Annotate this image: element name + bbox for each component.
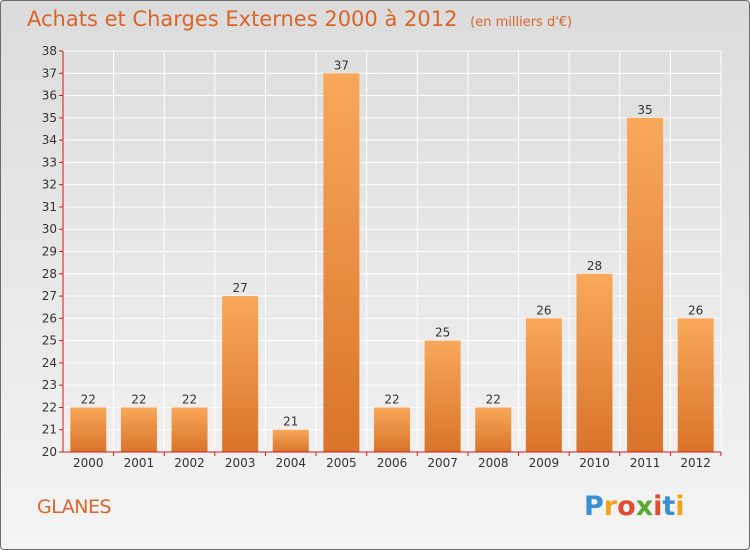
y-tick-label: 30 xyxy=(42,222,57,236)
y-tick-label: 24 xyxy=(42,356,57,370)
bar xyxy=(222,296,259,452)
data-label: 22 xyxy=(81,392,96,406)
proxiti-logo: Proxiti xyxy=(584,491,685,522)
bar xyxy=(627,117,664,452)
y-tick-label: 23 xyxy=(42,378,57,392)
logo-letter: r xyxy=(603,491,618,522)
logo-letter: o xyxy=(617,491,636,522)
x-tick-label: 2009 xyxy=(529,456,560,470)
title-text: Achats et Charges Externes 2000 à 2012 xyxy=(27,7,458,31)
data-label: 22 xyxy=(384,392,399,406)
bar xyxy=(576,273,613,452)
bar xyxy=(374,407,410,452)
y-tick-label: 29 xyxy=(42,245,57,259)
x-tick-label: 2007 xyxy=(427,456,458,470)
bar xyxy=(424,340,461,452)
bar xyxy=(323,73,360,453)
labels: 20 21 22 23 24 25 26 27 28 29 30 31 32 33 34 35 36 37 38 22… xyxy=(42,44,711,470)
y-tick-label: 36 xyxy=(42,89,57,103)
x-tick-label: 2011 xyxy=(630,456,661,470)
bar xyxy=(70,407,107,452)
x-tick-label: 2000 xyxy=(73,456,104,470)
logo-letter: i xyxy=(653,491,663,522)
y-tick-label: 27 xyxy=(42,289,57,303)
y-tick-label: 31 xyxy=(42,200,57,214)
data-label: 22 xyxy=(486,392,501,406)
bar xyxy=(677,318,714,452)
logo-letter: t xyxy=(662,491,676,522)
logo-letter: i xyxy=(675,491,685,522)
x-tick-label: 2006 xyxy=(377,456,408,470)
x-tick-label: 2003 xyxy=(225,456,256,470)
x-tick-label: 2010 xyxy=(579,456,610,470)
y-tick-label: 21 xyxy=(42,423,57,437)
bar xyxy=(171,407,208,452)
y-tick-label: 26 xyxy=(42,311,57,325)
y-tick-label: 32 xyxy=(42,178,57,192)
chart-title: Achats et Charges Externes 2000 à 2012 (… xyxy=(27,7,572,31)
y-tick-label: 38 xyxy=(42,44,57,58)
data-label: 21 xyxy=(283,415,298,429)
x-tick-label: 2008 xyxy=(478,456,509,470)
bar xyxy=(272,429,309,452)
bars xyxy=(70,73,714,453)
y-tick-label: 35 xyxy=(42,111,57,125)
y-tick-label: 25 xyxy=(42,334,57,348)
y-tick-label: 22 xyxy=(42,400,57,414)
data-label: 26 xyxy=(688,303,703,317)
place-name: GLANES xyxy=(37,496,112,518)
bar xyxy=(475,407,512,452)
data-label: 28 xyxy=(587,259,602,273)
bar xyxy=(525,318,562,452)
data-label: 22 xyxy=(182,392,197,406)
y-tick-label: 37 xyxy=(42,66,57,80)
y-tick-label: 34 xyxy=(42,133,57,147)
y-tick-label: 28 xyxy=(42,267,57,281)
x-tick-label: 2001 xyxy=(124,456,155,470)
data-label: 26 xyxy=(536,303,551,317)
x-tick-label: 2004 xyxy=(275,456,306,470)
logo-letter: x xyxy=(635,491,654,522)
bar xyxy=(120,407,157,452)
data-label: 25 xyxy=(435,326,450,340)
data-label: 27 xyxy=(233,281,248,295)
data-label: 22 xyxy=(131,392,146,406)
y-tick-label: 20 xyxy=(42,445,57,459)
x-tick-label: 2002 xyxy=(174,456,205,470)
data-label: 35 xyxy=(637,103,652,117)
data-label: 37 xyxy=(334,58,349,72)
title-unit: (en milliers d'€) xyxy=(470,15,573,30)
logo-letter: P xyxy=(584,491,604,522)
y-tick-label: 33 xyxy=(42,155,57,169)
x-tick-label: 2005 xyxy=(326,456,357,470)
axes xyxy=(59,50,722,456)
x-tick-label: 2012 xyxy=(680,456,711,470)
